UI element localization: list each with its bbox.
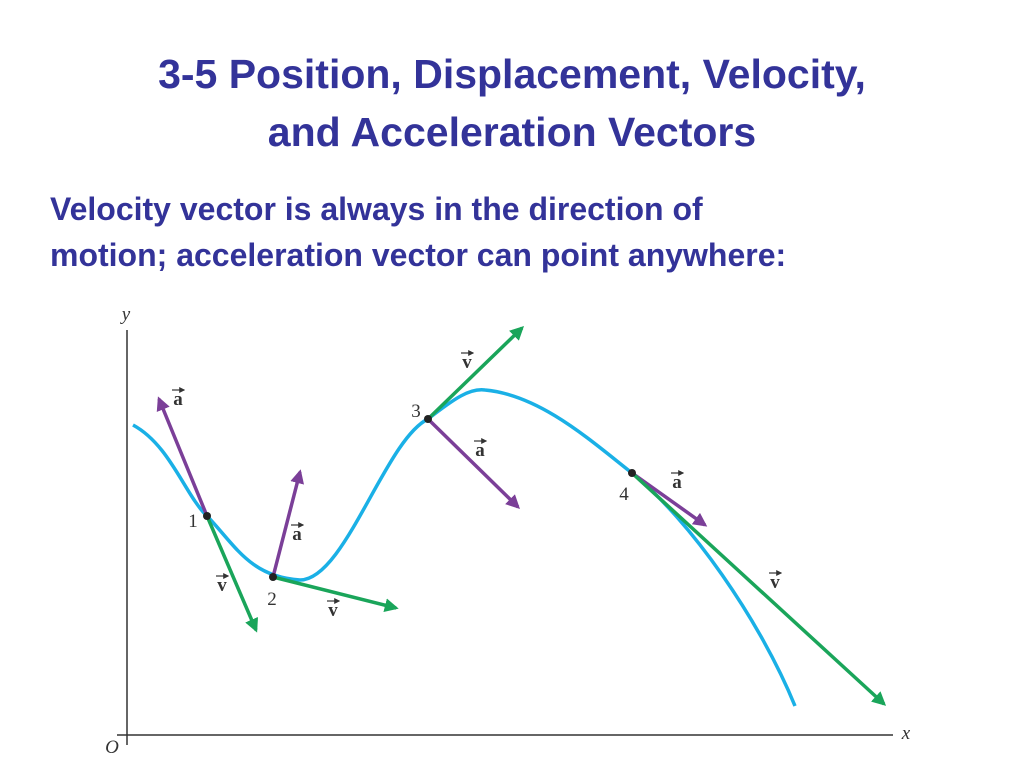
vector-label: a (173, 389, 183, 410)
point-label: 4 (619, 484, 629, 505)
velocity-vector (205, 515, 259, 633)
title-line: and Acceleration Vectors (268, 109, 756, 155)
velocity-vector (630, 471, 887, 706)
acceleration-vector (426, 417, 521, 509)
point (628, 469, 636, 477)
point-label: 2 (267, 589, 277, 610)
vector-label: v (328, 600, 338, 621)
origin-label: O (105, 737, 119, 758)
point (424, 415, 432, 423)
subtitle-line: Velocity vector is always in the directi… (50, 191, 703, 227)
velocity-vector (272, 575, 399, 613)
point-label: 1 (188, 511, 198, 532)
point (269, 573, 277, 581)
axis-label: x (901, 723, 911, 744)
velocity-vector (426, 326, 525, 421)
point-label: 3 (411, 401, 421, 422)
trajectory (132, 388, 797, 707)
subtitle-line: motion; acceleration vector can point an… (50, 237, 786, 273)
vector-label: a (672, 472, 682, 493)
acceleration-vector (271, 469, 304, 578)
vector-label: a (292, 524, 302, 545)
point (203, 512, 211, 520)
vector-label: v (770, 572, 780, 593)
vector-labels: a v a v a v a v (172, 350, 783, 621)
diagram: y x O 1 2 3 4 a v a v a v a v (105, 304, 911, 758)
axis-label: y (120, 304, 131, 325)
vector-label: v (462, 352, 472, 373)
title-line: 3-5 Position, Displacement, Velocity, (158, 51, 866, 97)
vector-label: a (475, 440, 485, 461)
acceleration-vector (156, 396, 209, 517)
vector-label: v (217, 575, 227, 596)
acceleration-vector (630, 471, 708, 527)
